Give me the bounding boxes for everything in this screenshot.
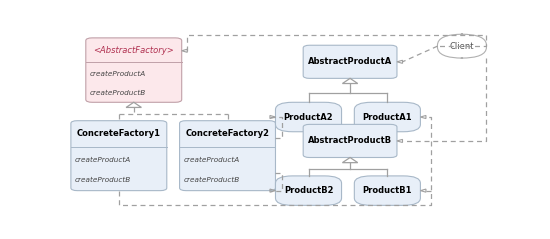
Text: ConcreteFactory1: ConcreteFactory1: [77, 130, 161, 138]
FancyBboxPatch shape: [437, 34, 486, 58]
Text: createProductA: createProductA: [90, 71, 146, 77]
FancyBboxPatch shape: [303, 124, 397, 158]
Text: createProductA: createProductA: [75, 157, 131, 163]
FancyBboxPatch shape: [86, 38, 182, 102]
Text: createProductB: createProductB: [75, 177, 131, 183]
FancyBboxPatch shape: [71, 121, 167, 191]
FancyBboxPatch shape: [276, 102, 342, 132]
Text: Client: Client: [450, 42, 474, 51]
FancyBboxPatch shape: [303, 45, 397, 78]
Text: ProductB2: ProductB2: [284, 186, 333, 195]
FancyBboxPatch shape: [276, 176, 342, 205]
Text: createProductB: createProductB: [184, 177, 240, 183]
Text: <AbstractFactory>: <AbstractFactory>: [94, 46, 174, 55]
Text: ProductB1: ProductB1: [362, 186, 412, 195]
Text: createProductA: createProductA: [184, 157, 240, 163]
Text: AbstractProductB: AbstractProductB: [308, 136, 392, 146]
Text: AbstractProductA: AbstractProductA: [308, 57, 392, 66]
Text: ProductA2: ProductA2: [284, 113, 333, 121]
Text: ConcreteFactory2: ConcreteFactory2: [185, 130, 270, 138]
FancyBboxPatch shape: [354, 176, 420, 205]
Text: ProductA1: ProductA1: [362, 113, 412, 121]
FancyBboxPatch shape: [179, 121, 276, 191]
FancyBboxPatch shape: [354, 102, 420, 132]
Text: createProductB: createProductB: [90, 90, 146, 96]
